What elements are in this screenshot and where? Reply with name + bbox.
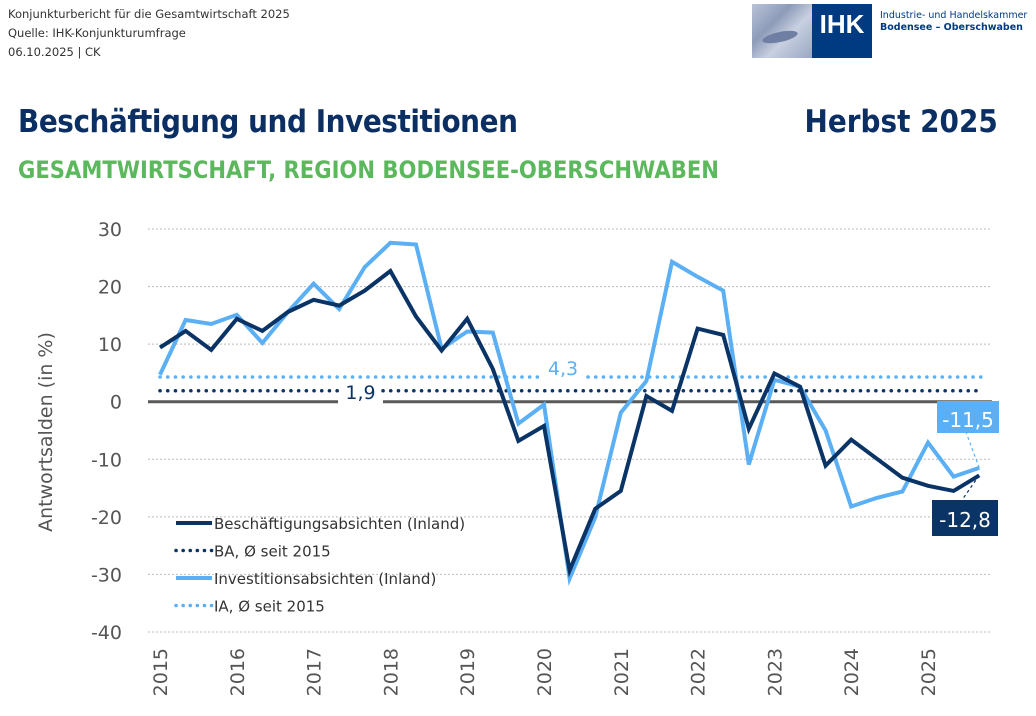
end-label-box <box>932 500 998 536</box>
y-tick-label: -30 <box>91 564 122 586</box>
end-label-dark: -12,8 <box>939 508 991 532</box>
average-lines: 1,9 4,3 <box>158 358 984 406</box>
leader-line <box>961 475 980 501</box>
x-tick-label: 2025 <box>918 648 940 696</box>
legend-item: BA, Ø seit 2015 <box>214 543 331 561</box>
y-tick-label: 10 <box>98 334 122 356</box>
end-label-light: -11,5 <box>942 408 994 432</box>
x-tick-label: 2016 <box>227 648 249 696</box>
logo-mark: IHK <box>812 4 872 58</box>
report-title: Konjunkturbericht für die Gesamtwirtscha… <box>8 7 290 21</box>
legend-item: IA, Ø seit 2015 <box>214 598 325 616</box>
y-tick-label: 0 <box>110 392 122 414</box>
x-tick-label: 2021 <box>611 648 633 696</box>
x-tick-label: 2024 <box>841 648 863 696</box>
series-line <box>158 268 981 578</box>
x-tick-label: 2015 <box>150 648 172 696</box>
report-date: 06.10.2025 | CK <box>8 45 101 59</box>
report-source: Quelle: IHK-Konjunkturumfrage <box>8 26 186 40</box>
y-axis-label: Antwortsalden (in %) <box>35 332 57 532</box>
ihk-logo: IHK Industrie- und Handelskammer Bodense… <box>752 4 1027 58</box>
y-tick-label: -20 <box>91 507 122 529</box>
x-ticks: 2015 2016 2017 2018 2019 2020 2021 2022 2023 2024… <box>150 648 940 696</box>
end-labels: -11,5 -12,8 <box>932 401 999 536</box>
page-title: Beschäftigung und Investitionen <box>18 104 518 140</box>
average-label: 4,3 <box>548 358 578 380</box>
average-label: 1,9 <box>345 382 375 404</box>
series-line <box>158 240 980 586</box>
y-tick-label: 30 <box>98 219 122 241</box>
x-tick-label: 2017 <box>304 648 326 696</box>
x-tick-label: 2023 <box>764 648 786 696</box>
label-bg <box>338 397 383 406</box>
leader-line <box>965 431 980 469</box>
logo-line2: Bodensee – Oberschwaben <box>880 22 1023 33</box>
end-label-box <box>937 401 999 433</box>
y-tick-label: -10 <box>91 449 122 471</box>
legend-item: Investitionsabsichten (Inland) <box>214 570 436 588</box>
y-ticks: 30 20 10 0 -10 -20 -30 -40 <box>91 219 122 644</box>
y-tick-label: 20 <box>98 277 122 299</box>
legend: Beschäftigungsabsichten (Inland) BA, Ø se… <box>174 515 465 616</box>
page-subtitle: GESAMTWIRTSCHAFT, REGION BODENSEE-OBERSC… <box>18 156 719 184</box>
y-tick-label: -40 <box>91 622 122 644</box>
report-meta: Konjunkturbericht für die Gesamtwirtscha… <box>8 5 290 62</box>
logo-line1: Industrie- und Handelskammer <box>880 10 1028 21</box>
x-tick-label: 2019 <box>457 648 479 696</box>
logo-photo-icon <box>752 4 812 58</box>
x-tick-label: 2020 <box>534 648 556 696</box>
legend-item: Beschäftigungsabsichten (Inland) <box>214 515 465 533</box>
x-tick-label: 2022 <box>688 648 710 696</box>
series-lines <box>158 240 981 586</box>
logo-text: Industrie- und Handelskammer Bodensee – … <box>880 10 1027 34</box>
x-tick-label: 2018 <box>380 648 402 696</box>
season-label: Herbst 2025 <box>804 104 998 140</box>
